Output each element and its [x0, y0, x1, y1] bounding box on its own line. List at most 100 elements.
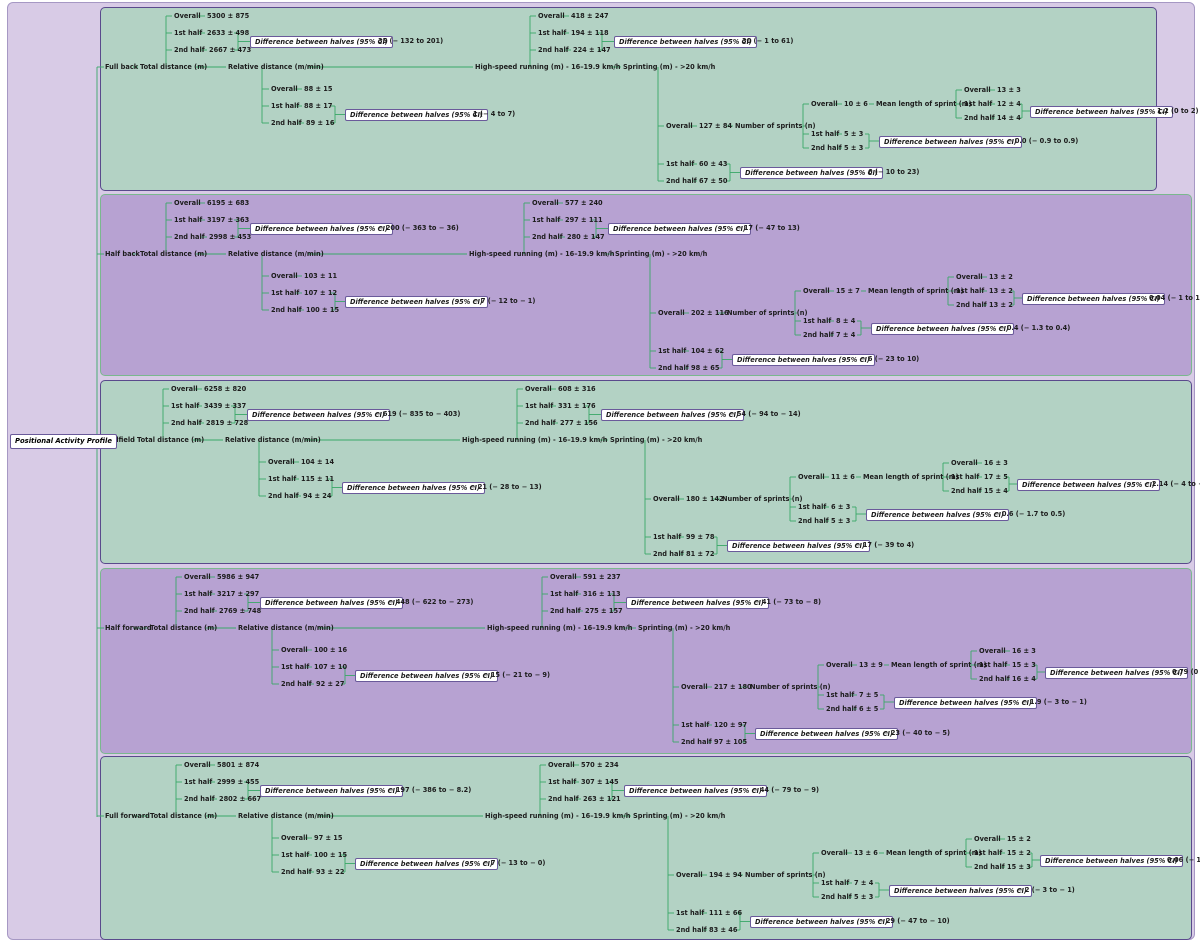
half-back-relative-first-value: 107 ± 12: [304, 288, 338, 297]
half-forward-mean-difference-box[interactable]: Difference between halves (95% CI): [1045, 666, 1188, 679]
midfield-hsr-overall-value: 608 ± 316: [558, 384, 596, 393]
full-forward-num-first-value: 7 ± 4: [854, 878, 874, 887]
half-forward-num-first-value: 7 ± 5: [859, 690, 879, 699]
full-forward-num-first-label: 1st half: [821, 878, 850, 887]
half-forward-mean-length-label: Mean length of sprint (m): [891, 660, 987, 669]
half-back-mean-first-value: 13 ± 2: [989, 286, 1013, 295]
full-back-sprint-overall-label: Overall: [666, 121, 693, 130]
midfield-mean-difference-box[interactable]: Difference between halves (95% CI): [1017, 478, 1160, 491]
half-back-mean-overall-label: Overall: [956, 272, 983, 281]
panel-midfield: [100, 380, 1192, 564]
full-forward-mean-difference-box[interactable]: Difference between halves (95% CI): [1040, 854, 1183, 867]
full-back-sprint-second-label: 2nd half: [666, 176, 697, 185]
half-forward-hsr-label: High-speed running (m) - 16–19.9 km/h: [487, 623, 633, 632]
half-forward-total-distance-label: Total distance (m): [150, 623, 218, 632]
half-forward-relative-first-value: 107 ± 10: [314, 662, 348, 671]
full-back-num-second-label: 2nd half: [811, 143, 842, 152]
full-forward-sprint-difference-box[interactable]: Difference between halves (95% CI): [750, 916, 893, 928]
half-back-total-second-value: 2998 ± 453: [209, 232, 252, 241]
half-forward-sprint-second-value: 97 ± 105: [714, 737, 748, 746]
half-back-hsr-difference-box[interactable]: Difference between halves (95% CI): [608, 223, 751, 235]
full-back-mean-difference-value: 1.2 (0 to 2): [1157, 106, 1199, 115]
root-node[interactable]: Positional Activity Profile: [10, 434, 117, 449]
full-forward-hsr-second-value: 263 ± 121: [583, 794, 621, 803]
full-back-hsr-difference-box[interactable]: Difference between halves (95% CI): [614, 36, 757, 48]
full-back-total-difference-box[interactable]: Difference between halves (95% CI): [250, 36, 393, 48]
full-back-total-distance-label: Total distance (m): [140, 62, 208, 71]
half-forward-hsr-second-value: 275 ± 157: [585, 606, 623, 615]
midfield-total-overall-value: 6258 ± 820: [204, 384, 247, 393]
full-forward-hsr-label: High-speed running (m) - 16–19.9 km/h: [485, 811, 631, 820]
full-forward-mean-overall-value: 15 ± 2: [1007, 834, 1031, 843]
midfield-num-first-label: 1st half: [798, 502, 827, 511]
half-forward-position-label: Half forward: [105, 623, 152, 632]
full-back-num-overall-label: Overall: [811, 99, 838, 108]
full-forward-num-second-label: 2nd half: [821, 892, 852, 901]
half-forward-hsr-difference-box[interactable]: Difference between halves (95% CI): [626, 597, 769, 609]
full-forward-total-difference-box[interactable]: Difference between halves (95% CI): [260, 785, 403, 797]
full-forward-relative-overall-value: 97 ± 15: [314, 833, 343, 842]
half-back-total-difference-box[interactable]: Difference between halves (95% CI): [250, 223, 393, 235]
full-forward-hsr-second-label: 2nd half: [548, 794, 579, 803]
midfield-number-of-sprints-label: Number of sprints (n): [722, 494, 803, 503]
full-back-sprint-difference-box[interactable]: Difference between halves (95% CI): [740, 167, 883, 179]
half-back-relative-second-value: 100 ± 15: [306, 305, 340, 314]
full-back-mean-difference-box[interactable]: Difference between halves (95% CI): [1030, 105, 1173, 118]
half-forward-relative-second-value: 92 ± 27: [316, 679, 345, 688]
midfield-sprint-overall-value: 180 ± 142: [686, 494, 724, 503]
full-back-num-overall-value: 10 ± 6: [844, 99, 868, 108]
midfield-total-difference-box[interactable]: Difference between halves (95% CI): [247, 409, 390, 421]
midfield-mean-difference-value: − 2.14 (− 4 to − 1): [1144, 479, 1200, 488]
half-back-relative-difference-box[interactable]: Difference between halves (95% CI): [345, 296, 488, 308]
half-forward-num-first-label: 1st half: [826, 690, 855, 699]
half-back-hsr-first-value: 297 ± 111: [565, 215, 603, 224]
half-back-total-first-label: 1st half: [174, 215, 203, 224]
half-back-relative-distance-label: Relative distance (m/min): [228, 249, 324, 258]
midfield-sprinting-label: Sprinting (m) - >20 km/h: [610, 435, 703, 444]
full-back-num-difference-box[interactable]: Difference between halves (95% CI): [879, 135, 1022, 148]
full-back-mean-overall-label: Overall: [964, 85, 991, 94]
half-forward-sprint-second-label: 2nd half: [681, 737, 712, 746]
midfield-sprint-difference-box[interactable]: Difference between halves (95% CI): [727, 540, 870, 552]
half-forward-sprint-difference-box[interactable]: Difference between halves (95% CI): [755, 728, 898, 740]
midfield-hsr-difference-box[interactable]: Difference between halves (95% CI): [601, 409, 744, 421]
full-forward-num-difference-box[interactable]: Difference between halves (95% CI): [889, 884, 1032, 897]
half-forward-relative-difference-box[interactable]: Difference between halves (95% CI): [355, 670, 498, 682]
midfield-position-label: Midfield: [105, 435, 135, 444]
midfield-mean-length-label: Mean length of sprint (m): [863, 472, 959, 481]
half-back-mean-difference-box[interactable]: Difference between halves (95% CI): [1022, 292, 1165, 305]
full-back-position-label: Full back: [105, 62, 139, 71]
half-back-num-difference-box[interactable]: Difference between halves (95% CI): [871, 322, 1014, 335]
midfield-mean-overall-value: 16 ± 3: [984, 458, 1008, 467]
full-back-relative-overall-label: Overall: [271, 84, 298, 93]
midfield-num-second-label: 2nd half: [798, 516, 829, 525]
full-forward-hsr-overall-value: 570 ± 234: [581, 760, 619, 769]
half-back-num-difference-value: − 0.4 (− 1.3 to 0.4): [999, 323, 1071, 332]
half-forward-num-overall-label: Overall: [826, 660, 853, 669]
half-back-sprint-difference-box[interactable]: Difference between halves (95% CI): [732, 354, 875, 366]
half-forward-num-difference-box[interactable]: Difference between halves (95% CI): [894, 696, 1037, 709]
midfield-total-overall-label: Overall: [171, 384, 198, 393]
half-back-num-overall-label: Overall: [803, 286, 830, 295]
full-forward-hsr-difference-box[interactable]: Difference between halves (95% CI): [624, 785, 767, 797]
full-forward-hsr-first-label: 1st half: [548, 777, 577, 786]
full-forward-mean-first-value: 15 ± 2: [1007, 848, 1031, 857]
full-forward-mean-length-label: Mean length of sprint (m): [886, 848, 982, 857]
midfield-relative-difference-box[interactable]: Difference between halves (95% CI): [342, 482, 485, 494]
half-forward-total-second-label: 2nd half: [184, 606, 215, 615]
full-back-mean-overall-value: 13 ± 3: [997, 85, 1021, 94]
half-back-number-of-sprints-label: Number of sprints (n): [727, 308, 808, 317]
midfield-num-difference-box[interactable]: Difference between halves (95% CI): [866, 508, 1009, 521]
half-back-position-label: Half back: [105, 249, 140, 258]
half-forward-total-difference-box[interactable]: Difference between halves (95% CI): [260, 597, 403, 609]
full-forward-num-overall-value: 13 ± 6: [854, 848, 878, 857]
half-back-sprint-first-value: 104 ± 62: [691, 346, 725, 355]
midfield-total-second-label: 2nd half: [171, 418, 202, 427]
half-back-total-first-value: 3197 ± 363: [207, 215, 250, 224]
half-back-sprint-overall-label: Overall: [658, 308, 685, 317]
full-back-num-second-value: 5 ± 3: [844, 143, 864, 152]
full-forward-relative-difference-box[interactable]: Difference between halves (95% CI): [355, 858, 498, 870]
full-back-relative-difference-box[interactable]: Difference between halves (95% CI): [345, 109, 488, 121]
half-back-num-first-value: 8 ± 4: [836, 316, 856, 325]
full-back-hsr-label: High-speed running (m) - 16–19.9 km/h: [475, 62, 621, 71]
